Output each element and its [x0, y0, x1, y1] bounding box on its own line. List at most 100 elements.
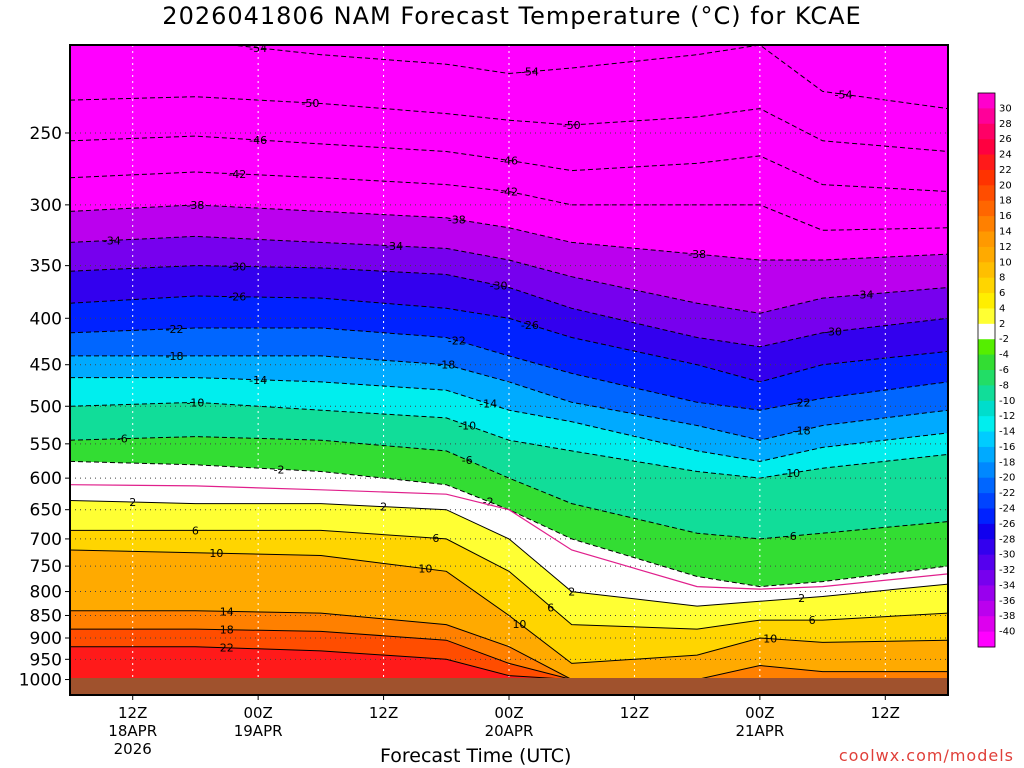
colorbar-swatch — [978, 293, 995, 309]
isotherm-6 — [70, 529, 948, 630]
colorbar-label: -36 — [999, 596, 1015, 607]
colorbar-swatch — [978, 123, 995, 140]
y-tick-label: 350 — [30, 257, 62, 277]
x-tick-label: 18APR — [108, 722, 157, 740]
colorbar-label: 28 — [999, 119, 1012, 130]
isotherm-label: 10 — [763, 633, 777, 646]
y-tick-label: 650 — [30, 501, 62, 521]
colorbar-swatch — [978, 523, 995, 540]
x-tick-label: 00Z — [243, 704, 272, 722]
x-tick-label: 21APR — [735, 722, 784, 740]
isotherm-label: -30 — [490, 279, 508, 292]
isotherm-label: -38 — [448, 213, 466, 226]
colorbar-label: -18 — [999, 457, 1015, 468]
colorbar-swatch — [978, 400, 995, 417]
isotherm-label: -26 — [521, 319, 539, 332]
isotherm--2 — [70, 460, 948, 588]
freezing-band — [70, 461, 948, 590]
isotherm-label: 14 — [220, 605, 234, 618]
x-tick-label: 2026 — [114, 740, 152, 758]
y-tick-label: 900 — [30, 629, 62, 649]
isotherm-label: -34 — [385, 240, 403, 253]
colorbar: 30 28 26 24 22 20 18 16 14 12 10 8 6 4 2 -2 -4 -6 -8 -10 -12… — [977, 92, 1015, 648]
colorbar-label: 14 — [999, 227, 1012, 238]
colorbar-label: 24 — [999, 150, 1012, 161]
x-axis-title: Forecast Time (UTC) — [380, 745, 572, 767]
colorbar-swatch — [978, 93, 995, 109]
colorbar-label: -30 — [999, 550, 1015, 561]
colorbar-label: -2 — [999, 334, 1009, 345]
colorbar-swatch — [978, 462, 995, 479]
isotherm-label: 10 — [209, 547, 223, 560]
isotherm--6 — [70, 436, 948, 540]
isotherm-label: -2 — [274, 463, 285, 476]
isotherm-label: -46 — [249, 134, 267, 147]
y-tick-label: 850 — [30, 606, 62, 626]
colorbar-swatch — [978, 416, 995, 433]
y-tick-label: 250 — [30, 124, 62, 144]
colorbar-label: -40 — [999, 627, 1015, 638]
colorbar-label: 30 — [999, 103, 1012, 114]
colorbar-label: -4 — [999, 350, 1009, 361]
isotherm-label: 2 — [380, 501, 387, 514]
colorbar-swatch — [978, 508, 995, 525]
ground-surface — [70, 678, 948, 695]
isotherm-label: -38 — [688, 248, 706, 261]
colorbar-swatch — [978, 139, 995, 156]
colorbar-label: 26 — [999, 134, 1012, 145]
colorbar-swatch — [978, 539, 995, 556]
isotherm--22 — [70, 327, 948, 411]
y-tick-label: 1000 — [19, 671, 62, 691]
colorbar-swatch — [978, 570, 995, 586]
isotherm--14 — [70, 377, 948, 462]
isotherm-label: -50 — [563, 119, 581, 132]
colorbar-label: -20 — [999, 473, 1015, 484]
y-tick-label: 500 — [30, 397, 62, 417]
colorbar-swatch — [978, 323, 995, 340]
isotherm-label: -18 — [166, 350, 184, 363]
isotherm-label: 2 — [129, 496, 136, 509]
isotherm-label: -22 — [448, 335, 466, 348]
isotherm-label: -30 — [824, 326, 842, 339]
isotherm-label: -54 — [834, 88, 852, 101]
y-tick-label: 400 — [30, 309, 62, 329]
isotherm-label: -14 — [479, 398, 497, 411]
colorbar-swatch — [978, 616, 995, 633]
colorbar-label: -6 — [999, 365, 1009, 376]
isotherm--10 — [70, 401, 948, 479]
isotherm-label: 2 — [568, 586, 575, 599]
colorbar-label: -32 — [999, 565, 1015, 576]
isotherm-label: 22 — [220, 642, 234, 655]
y-tick-label: 450 — [30, 356, 62, 376]
isotherm-label: -34 — [103, 234, 121, 247]
isotherm-label: -10 — [186, 396, 204, 409]
x-tick-label: 00Z — [745, 704, 774, 722]
isotherm-label: -22 — [166, 323, 184, 336]
freezing-line-upper — [70, 484, 948, 590]
colorbar-label: 20 — [999, 180, 1012, 191]
x-tick-label: 12Z — [118, 704, 147, 722]
colorbar-label: -26 — [999, 519, 1015, 530]
colorbar-label: -38 — [999, 611, 1015, 622]
colorbar-swatch — [978, 339, 995, 356]
colorbar-swatch — [978, 585, 995, 602]
isotherm-label: 18 — [220, 624, 234, 637]
colorbar-swatch — [978, 169, 995, 186]
colorbar-swatch — [978, 200, 995, 217]
colorbar-label: -28 — [999, 534, 1015, 545]
colorbar-swatch — [978, 308, 995, 325]
colorbar-label: -16 — [999, 442, 1015, 453]
colorbar-label: 2 — [999, 319, 1005, 330]
colorbar-swatch — [978, 477, 995, 494]
isotherm-label: -10 — [458, 419, 476, 432]
colorbar-label: 6 — [999, 288, 1005, 299]
colorbar-swatch — [978, 262, 995, 279]
isotherm-label: -50 — [301, 97, 319, 110]
grid-lines — [70, 45, 948, 695]
isotherm-label: -6 — [462, 454, 473, 467]
colorbar-swatch — [978, 600, 995, 617]
colorbar-swatch — [978, 216, 995, 232]
colorbar-swatch — [978, 277, 995, 294]
isotherm-label: 2 — [798, 592, 805, 605]
